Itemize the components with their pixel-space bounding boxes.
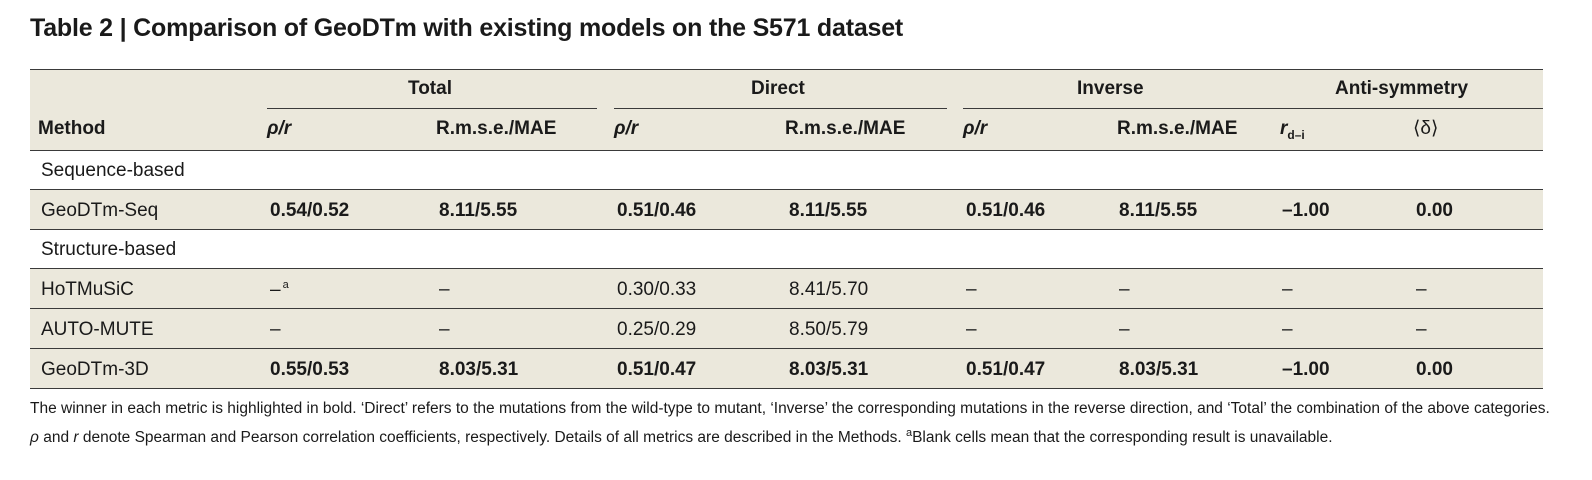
row-rule-4 xyxy=(30,308,1543,309)
group-rule-antisym xyxy=(1279,108,1543,109)
section-row-structure-bg xyxy=(30,230,1543,268)
cell-direct-rho-r: 0.25/0.29 xyxy=(617,319,697,340)
col-header-method: Method xyxy=(38,118,106,139)
cell-inverse-rmse-mae: – xyxy=(1119,319,1130,340)
cell-total-rho-r: – a xyxy=(270,279,289,301)
row-method-geodtm-seq: GeoDTm-Seq xyxy=(41,200,159,221)
group-header-antisym: Anti-symmetry xyxy=(1335,78,1469,99)
caption-footnote-marker: a xyxy=(905,427,913,439)
cell-inverse-rho-r: 0.51/0.46 xyxy=(966,200,1046,221)
col-header-total-rho-r: ρ/r xyxy=(267,118,292,139)
header-rule xyxy=(30,150,1543,151)
caption-r: r xyxy=(73,429,79,447)
col-header-inverse-rho-r: ρ/r xyxy=(963,118,988,139)
cell-total-rho-r: – xyxy=(270,319,281,340)
section-row-sequence-bg xyxy=(30,151,1543,189)
cell-direct-rmse-mae: 8.41/5.70 xyxy=(789,279,869,300)
cell-mean-delta: – xyxy=(1416,319,1427,340)
section-label-sequence: Sequence-based xyxy=(41,160,185,181)
col-header-direct-rho-r: ρ/r xyxy=(614,118,639,139)
col-header-mean-delta: ⟨δ⟩ xyxy=(1413,118,1439,139)
group-header-direct: Direct xyxy=(751,78,805,99)
cell-inverse-rho-r: – xyxy=(966,319,977,340)
row-rule-1 xyxy=(30,189,1543,190)
group-header-total: Total xyxy=(408,78,452,99)
row-rule-3 xyxy=(30,268,1543,269)
dash: – xyxy=(270,279,281,301)
cell-inverse-rho-r: – xyxy=(966,279,977,300)
bottom-rule xyxy=(30,388,1543,389)
cell-r-di: – xyxy=(1282,279,1293,300)
caption-part-2: denote Spearman and Pearson correlation … xyxy=(78,429,906,447)
top-rule xyxy=(30,69,1543,70)
cell-direct-rho-r: 0.30/0.33 xyxy=(617,279,697,300)
caption-part-3: Blank cells mean that the corresponding … xyxy=(912,429,1333,447)
cell-mean-delta: 0.00 xyxy=(1416,200,1453,221)
cell-direct-rho-r: 0.51/0.47 xyxy=(617,359,697,380)
group-header-inverse: Inverse xyxy=(1077,78,1144,99)
col-header-r-di: rd–i xyxy=(1280,119,1305,141)
row-rule-5 xyxy=(30,348,1543,349)
cell-direct-rmse-mae: 8.11/5.55 xyxy=(789,200,868,221)
col-header-total-rmse-mae: R.m.s.e./MAE xyxy=(436,118,557,139)
group-rule-total xyxy=(267,108,597,109)
col-header-direct-rmse-mae: R.m.s.e./MAE xyxy=(785,118,906,139)
cell-direct-rmse-mae: 8.50/5.79 xyxy=(789,319,869,340)
cell-total-rmse-mae: – xyxy=(439,319,450,340)
cell-total-rho-r: 0.55/0.53 xyxy=(270,359,350,380)
table-title: Table 2 | Comparison of GeoDTm with exis… xyxy=(30,14,904,42)
cell-mean-delta: – xyxy=(1416,279,1427,300)
r-subscript: d–i xyxy=(1287,127,1305,142)
cell-inverse-rho-r: 0.51/0.47 xyxy=(966,359,1046,380)
comparison-table: Total Direct Inverse Anti-symmetry Metho… xyxy=(30,69,1543,389)
cell-r-di: –1.00 xyxy=(1282,359,1330,380)
cell-total-rmse-mae: 8.03/5.31 xyxy=(439,359,519,380)
cell-inverse-rmse-mae: 8.11/5.55 xyxy=(1119,200,1198,221)
caption-part-1: The winner in each metric is highlighted… xyxy=(30,400,1550,417)
cell-mean-delta: 0.00 xyxy=(1416,359,1453,380)
row-rule-2 xyxy=(30,229,1543,230)
cell-inverse-rmse-mae: 8.03/5.31 xyxy=(1119,359,1199,380)
caption-and: and xyxy=(38,429,74,447)
cell-total-rmse-mae: – xyxy=(439,279,450,300)
caption-rho: ρ xyxy=(30,429,39,447)
group-rule-direct xyxy=(614,108,947,109)
r-symbol: r xyxy=(1280,118,1288,139)
cell-total-rho-r: 0.54/0.52 xyxy=(270,200,350,221)
footnote-marker: a xyxy=(282,279,289,291)
group-rule-inverse xyxy=(963,108,1279,109)
cell-inverse-rmse-mae: – xyxy=(1119,279,1130,300)
cell-direct-rho-r: 0.51/0.46 xyxy=(617,200,697,221)
table-caption: The winner in each metric is highlighted… xyxy=(30,397,1560,450)
cell-r-di: –1.00 xyxy=(1282,200,1330,221)
row-method-auto-mute: AUTO-MUTE xyxy=(41,319,154,340)
row-method-hotmusic: HoTMuSiC xyxy=(41,279,134,300)
section-label-structure: Structure-based xyxy=(41,239,177,260)
col-header-inverse-rmse-mae: R.m.s.e./MAE xyxy=(1117,118,1238,139)
row-method-geodtm-3d: GeoDTm-3D xyxy=(41,359,149,380)
cell-r-di: – xyxy=(1282,319,1293,340)
cell-total-rmse-mae: 8.11/5.55 xyxy=(439,200,518,221)
cell-direct-rmse-mae: 8.03/5.31 xyxy=(789,359,869,380)
